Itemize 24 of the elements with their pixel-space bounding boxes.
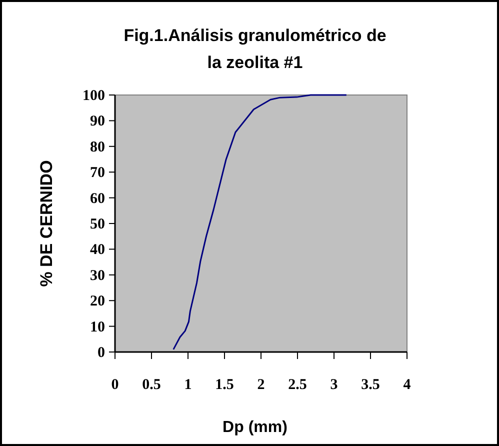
- y-tick-label: 60: [90, 190, 105, 207]
- y-tick-label: 30: [90, 268, 105, 284]
- x-tick-label: 2.5: [288, 377, 307, 393]
- y-tick-label: 90: [90, 114, 105, 130]
- line-series: [172, 94, 348, 350]
- y-tick-label: 40: [90, 242, 105, 258]
- y-tick-label: 70: [90, 165, 105, 182]
- x-tick-label: 4: [403, 377, 412, 393]
- x-tick-label: 1.5: [215, 377, 234, 393]
- y-tick-label: 10: [90, 319, 105, 336]
- x-tick-label: 0: [111, 377, 119, 393]
- x-tick-label: 0.5: [142, 377, 161, 393]
- y-tick-label: 50: [90, 216, 105, 232]
- y-tick-label: 0: [98, 345, 105, 361]
- x-axis-title: Dp (mm): [222, 419, 288, 436]
- x-tick-label: 3: [330, 377, 338, 393]
- x-tick-label: 1: [184, 377, 192, 393]
- x-tick-label: 2: [257, 377, 265, 393]
- chart-title: Fig.1.Análisis granulométrico de la zeolita #1: [124, 26, 386, 72]
- x-tick-label: 3.5: [361, 377, 380, 393]
- y-tick-label: 100: [82, 88, 105, 104]
- y-tick-label: 20: [90, 294, 105, 310]
- y-tick-label: 80: [90, 139, 105, 156]
- y-axis-title: % DE CERNIDO: [37, 160, 56, 287]
